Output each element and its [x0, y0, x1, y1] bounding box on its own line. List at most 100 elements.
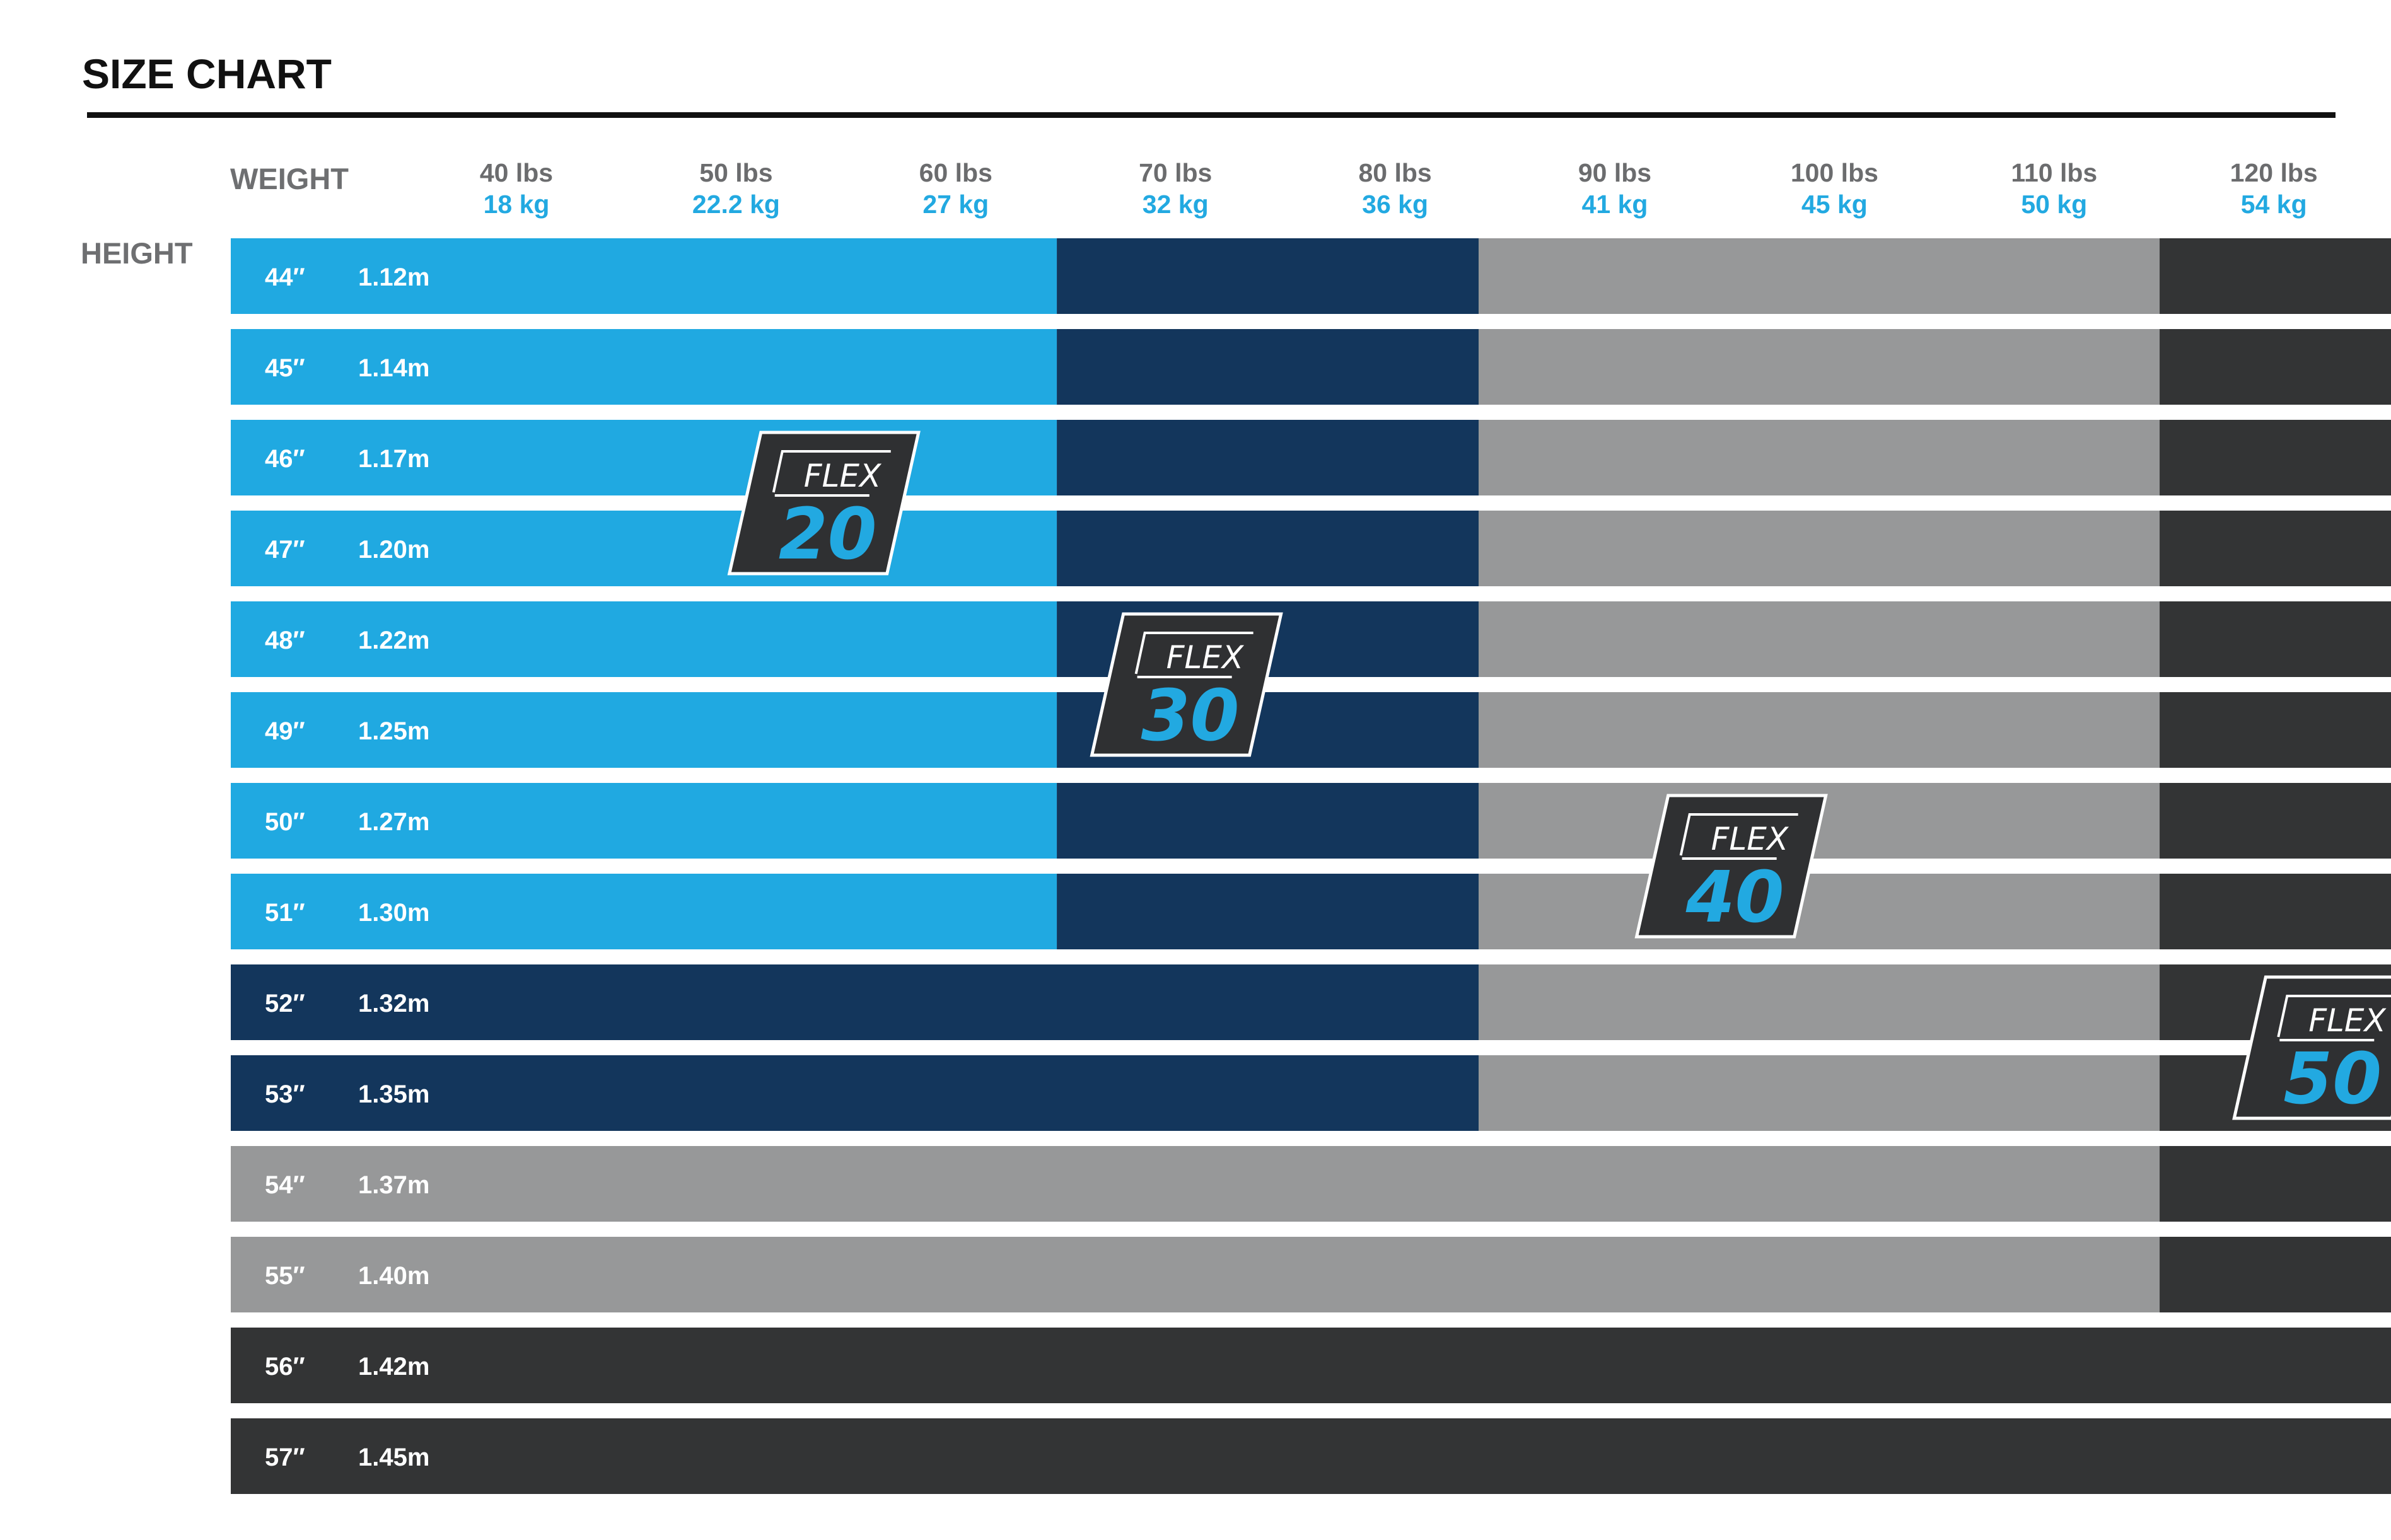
weight-lbs-label: 120 lbs [2230, 158, 2318, 187]
height-header: HEIGHT [81, 236, 193, 270]
segment-flex-30 [1057, 511, 1479, 586]
segment-flex-40 [1478, 601, 2160, 677]
segment-flex-30 [231, 964, 1479, 1040]
table-row: 52″ 1.32m [231, 964, 2391, 1040]
weight-lbs-label: 100 lbs [1791, 158, 1878, 187]
segment-flex-40 [1478, 1055, 2160, 1131]
segment-flex-50 [2160, 1237, 2391, 1312]
segment-flex-20 [231, 329, 1057, 405]
badge-flex-word: FLEX [1711, 821, 1789, 857]
weight-kg-label: 32 kg [1143, 190, 1209, 219]
height-inches-label: 50″ [265, 808, 305, 836]
weight-lbs-label: 60 lbs [919, 158, 992, 187]
height-meters-label: 1.45m [358, 1444, 429, 1471]
segment-flex-50 [2160, 238, 2391, 314]
chart-header: SIZE CHART WEIGHT HEIGHT [81, 50, 2336, 270]
weight-lbs-label: 90 lbs [1578, 158, 1651, 187]
height-meters-label: 1.40m [358, 1262, 429, 1290]
segment-flex-20 [231, 238, 1057, 314]
segment-flex-40 [231, 1237, 2160, 1312]
segment-flex-40 [1478, 420, 2160, 495]
segment-flex-50 [2160, 783, 2391, 859]
badge-flex-number: 40 [1685, 857, 1784, 939]
segment-flex-30 [231, 1055, 1479, 1131]
badge-shape [727, 431, 921, 576]
badge-frame-line [1134, 632, 1254, 674]
table-row: 48″ 1.22m [231, 601, 2391, 677]
segment-flex-40 [1478, 964, 2160, 1040]
badge-flex-word: FLEX [1166, 639, 1245, 676]
height-meters-label: 1.37m [358, 1171, 429, 1199]
height-meters-label: 1.25m [358, 717, 429, 745]
title-rule [87, 112, 2336, 118]
height-meters-label: 1.27m [358, 808, 429, 836]
weight-lbs-label: 80 lbs [1358, 158, 1431, 187]
segment-flex-50 [2160, 511, 2391, 586]
height-meters-label: 1.30m [358, 899, 429, 927]
segment-flex-30 [1057, 420, 1479, 495]
table-row: 46″ 1.17m [231, 420, 2391, 495]
height-inches-label: 44″ [265, 263, 305, 291]
height-meters-label: 1.12m [358, 263, 429, 291]
weight-header: WEIGHT [230, 162, 349, 195]
segment-flex-30 [1057, 874, 1479, 949]
height-inches-label: 53″ [265, 1080, 305, 1108]
weight-lbs-label: 40 lbs [480, 158, 553, 187]
segment-flex-50 [2160, 601, 2391, 677]
segment-flex-30 [1057, 238, 1479, 314]
height-meters-label: 1.20m [358, 536, 429, 564]
height-inches-label: 57″ [265, 1444, 305, 1471]
segment-flex-20 [231, 511, 1057, 586]
weight-kg-label: 18 kg [484, 190, 550, 219]
weight-lbs-label: 110 lbs [2011, 158, 2097, 187]
segment-flex-40 [1478, 329, 2160, 405]
segment-flex-20 [231, 874, 1057, 949]
height-inches-label: 56″ [265, 1353, 305, 1381]
badge-frame-line [2277, 995, 2391, 1038]
table-row: 56″ 1.42m [231, 1328, 2391, 1403]
height-inches-label: 49″ [265, 717, 305, 745]
segment-flex-50 [2160, 874, 2391, 949]
badge-frame-line [1679, 813, 1798, 856]
badge-frame-line [772, 450, 891, 493]
segment-flex-30 [1057, 329, 1479, 405]
badge-shape [1090, 612, 1283, 757]
chart-title: SIZE CHART [82, 50, 332, 97]
height-inches-label: 46″ [265, 445, 305, 473]
segment-flex-30 [1057, 783, 1479, 859]
height-inches-label: 52″ [265, 990, 305, 1017]
height-meters-label: 1.35m [358, 1080, 429, 1108]
segment-flex-40 [231, 1146, 2160, 1222]
segment-flex-20 [231, 601, 1057, 677]
table-row: 51″ 1.30m [231, 874, 2391, 949]
table-row: 50″ 1.27m [231, 783, 2391, 859]
weight-kg-label: 50 kg [2021, 190, 2087, 219]
badge-flex-number: 50 [2283, 1038, 2382, 1120]
weight-axis: 40 lbs 18 kg 50 lbs 22.2 kg 60 lbs 27 kg 70 lb… [480, 158, 2318, 219]
weight-lbs-label: 70 lbs [1139, 158, 1212, 187]
badge-flex-word: FLEX [2308, 1002, 2387, 1039]
weight-kg-label: 54 kg [2241, 190, 2307, 219]
height-meters-label: 1.14m [358, 354, 429, 382]
segment-flex-50 [231, 1328, 2391, 1403]
segment-flex-50 [2160, 420, 2391, 495]
height-inches-label: 54″ [265, 1171, 305, 1199]
badge-shape [2232, 975, 2391, 1120]
table-row: 57″ 1.45m [231, 1418, 2391, 1494]
height-inches-label: 55″ [265, 1262, 305, 1290]
segment-flex-20 [231, 783, 1057, 859]
segment-flex-40 [1478, 511, 2160, 586]
height-meters-label: 1.22m [358, 627, 429, 654]
table-row: 44″ 1.12m [231, 238, 2391, 314]
weight-kg-label: 36 kg [1362, 190, 1428, 219]
segment-flex-50 [2160, 329, 2391, 405]
segment-flex-50 [2160, 692, 2391, 768]
badge-flex-word: FLEX [804, 458, 882, 494]
height-inches-label: 45″ [265, 354, 305, 382]
